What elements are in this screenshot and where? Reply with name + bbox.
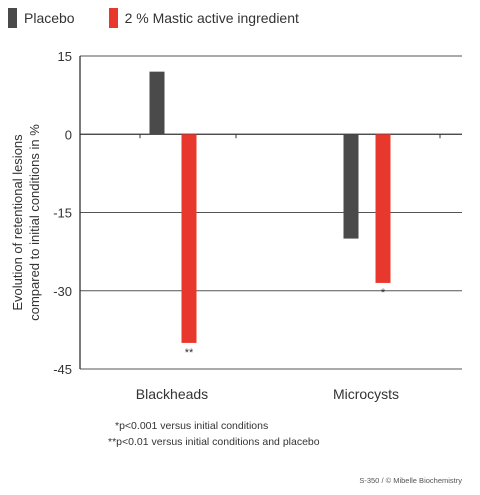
legend-label-placebo: Placebo <box>24 10 75 26</box>
category-label-blackheads: Blackheads <box>136 386 208 402</box>
significance-marker-1: * <box>381 287 386 299</box>
legend-label-mastic: 2 % Mastic active ingredient <box>124 10 299 26</box>
bar-mastic-blackheads <box>181 134 197 343</box>
significance-marker-0: ** <box>185 347 194 359</box>
image-credit: S-350 / © Mibelle Biochemistry <box>359 476 462 485</box>
y-tick-label-4: -45 <box>53 362 72 377</box>
y-axis-label-line-1: Evolution of retentional lesions <box>10 134 25 311</box>
footnotes: *p<0.001 versus initial conditions **p<0… <box>108 418 320 450</box>
y-tick-label-0: 15 <box>58 49 72 64</box>
legend-item-placebo: Placebo <box>8 8 75 28</box>
y-tick-label-2: -15 <box>53 206 72 221</box>
bar-mastic-microcysts <box>375 134 391 283</box>
legend-item-mastic: 2 % Mastic active ingredient <box>108 8 299 28</box>
category-label-microcysts: Microcysts <box>333 386 399 402</box>
chart-legend: Placebo 2 % Mastic active ingredient <box>8 8 325 28</box>
y-axis-label-line-2: compared to initial conditions in % <box>27 124 42 321</box>
bar-placebo-microcysts <box>343 134 359 239</box>
footnote-2: **p<0.01 versus initial conditions and p… <box>108 436 320 448</box>
y-tick-label-3: -30 <box>53 284 72 299</box>
bar-placebo-blackheads <box>149 71 165 135</box>
y-tick-label-1: 0 <box>65 127 72 142</box>
footnote-1: *p<0.001 versus initial conditions <box>115 420 269 432</box>
legend-swatch-placebo <box>8 8 17 28</box>
bar-chart: 15 0 -15 -30 -45 Evolution of retentional les… <box>10 49 462 402</box>
legend-swatch-mastic <box>108 8 118 28</box>
